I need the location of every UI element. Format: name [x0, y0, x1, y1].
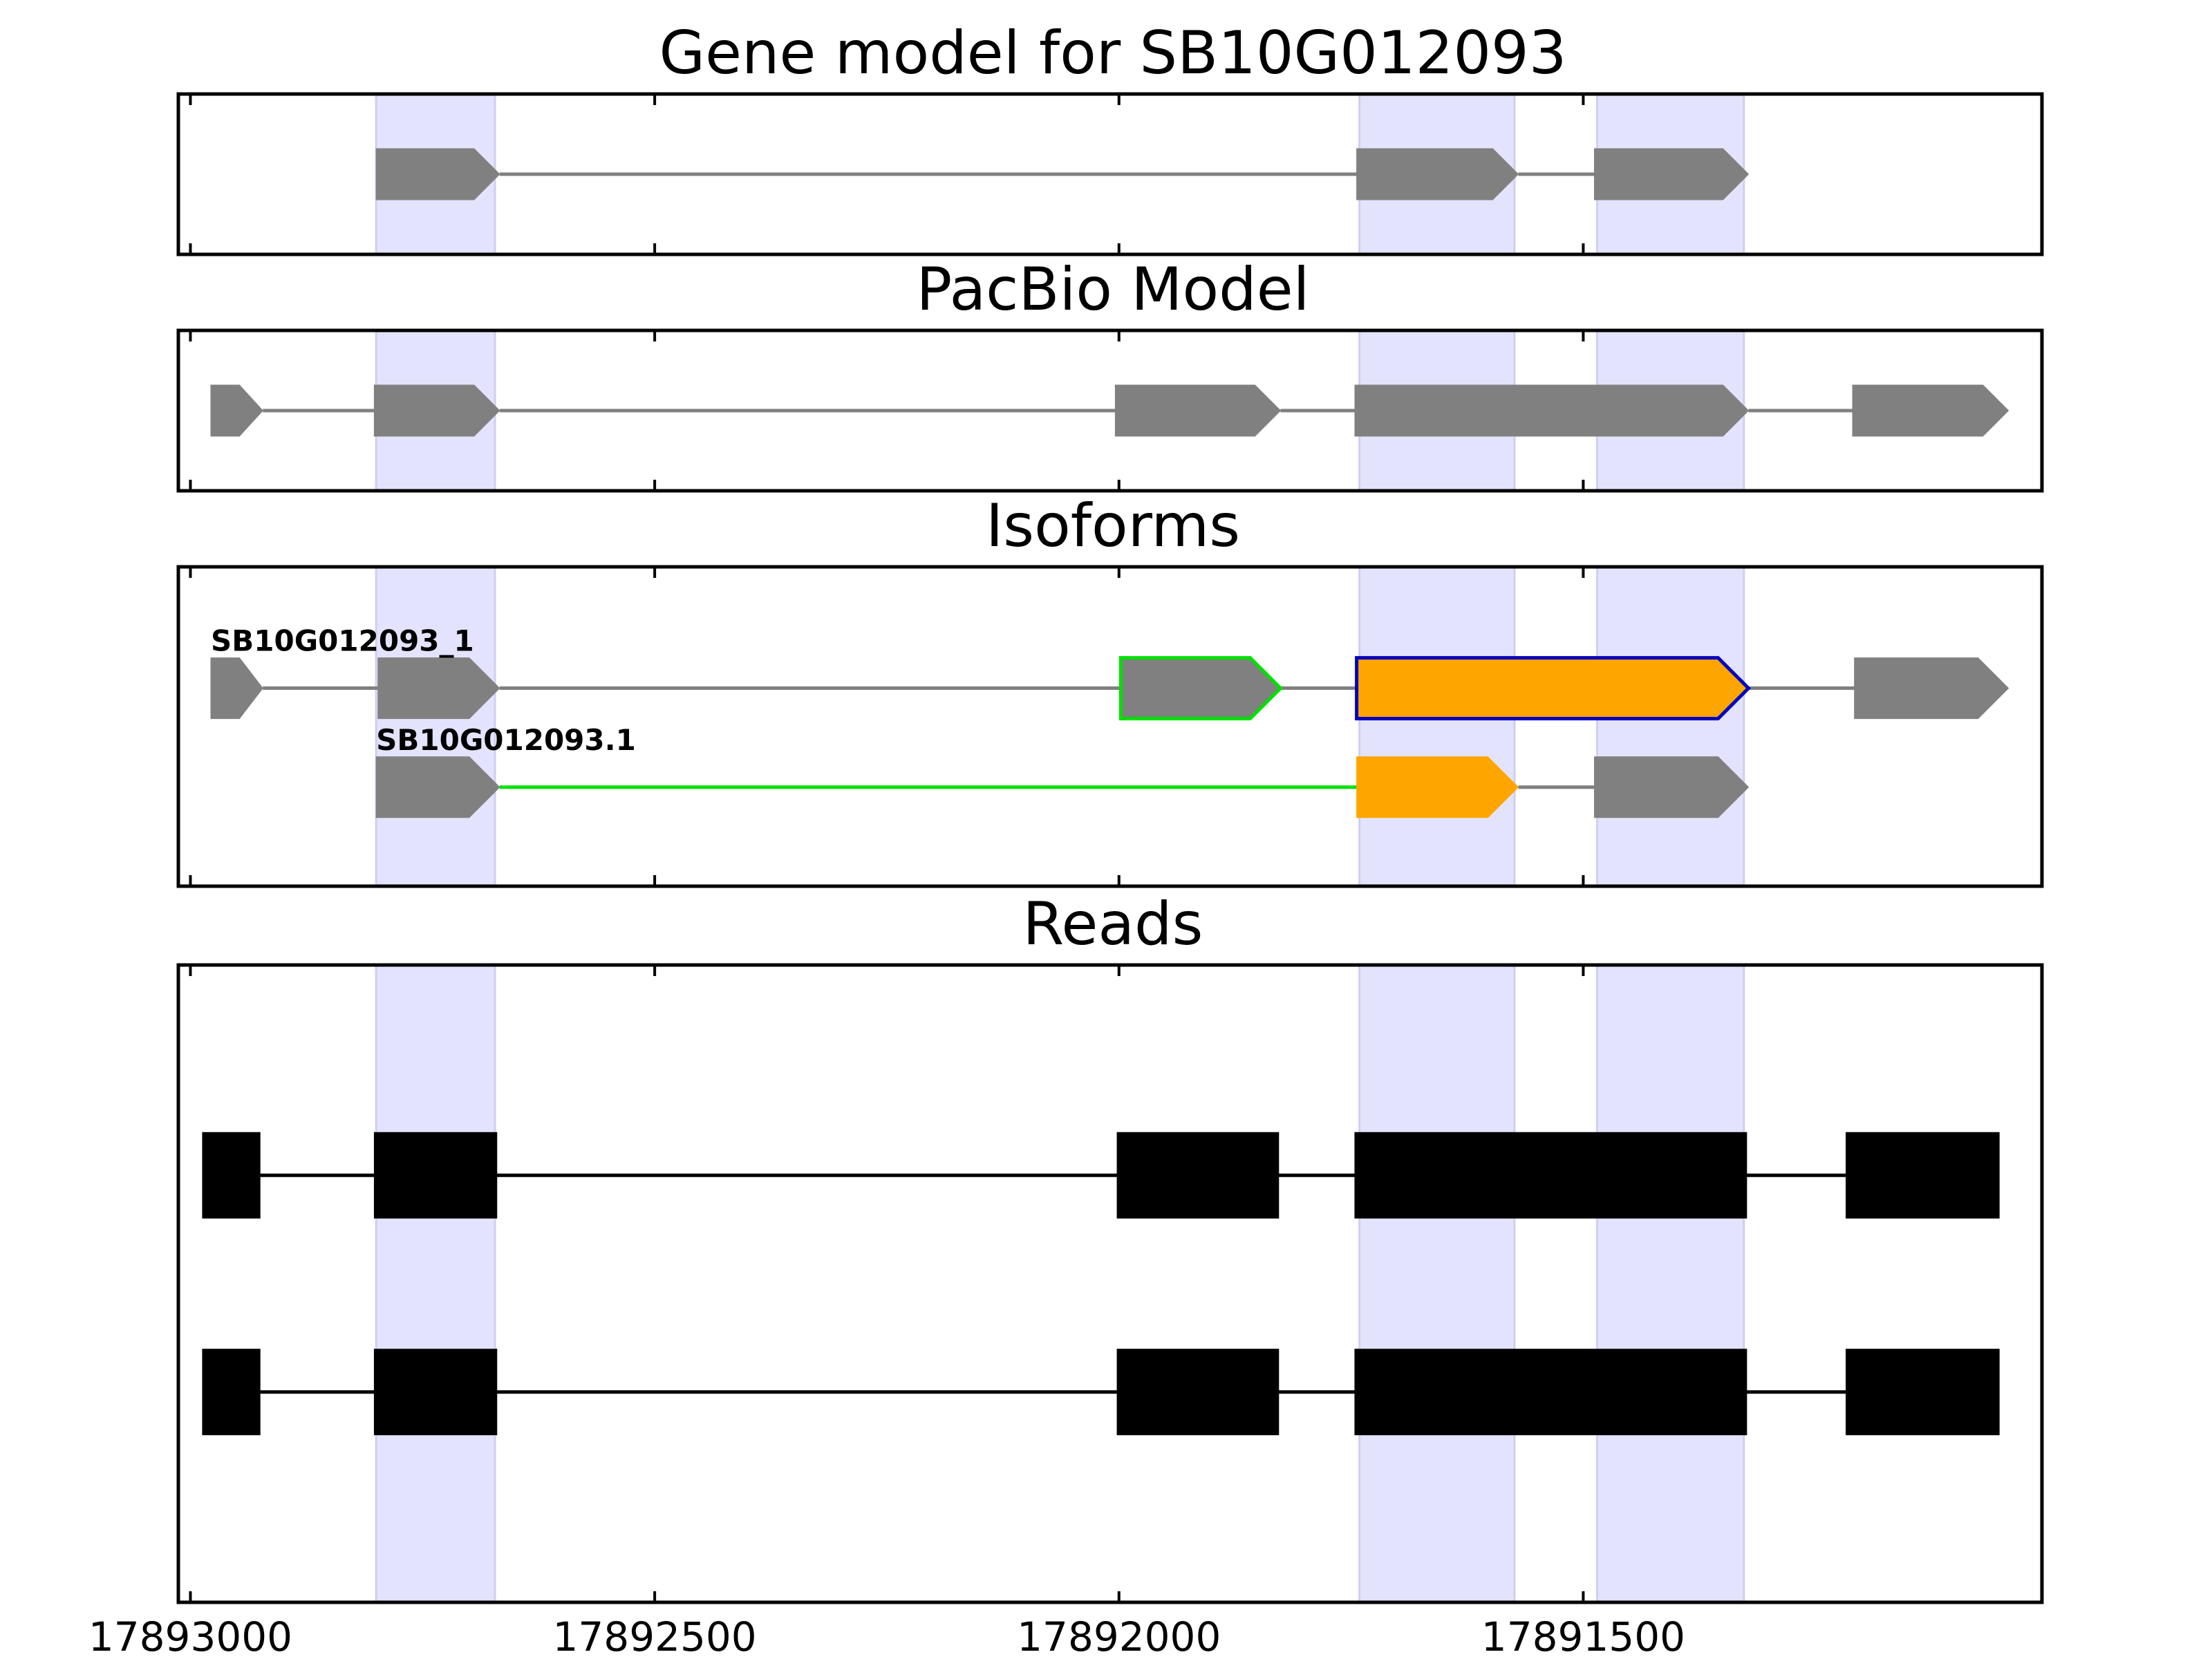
exon-arrow [1594, 756, 1750, 818]
read-block [1116, 1349, 1280, 1436]
isoforms-panel: Isoforms SB10G012093_1 SB10G012093.1 [176, 491, 2044, 888]
exon-arrow [210, 384, 263, 437]
isoform-label: SB10G012093_1 [211, 624, 474, 658]
isoform-label: SB10G012093.1 [376, 723, 636, 757]
panel-title-gene-model: Gene model for SB10G012093 [659, 19, 1567, 88]
exon-arrow [1852, 384, 2009, 437]
x-tick-label: 17892000 [1017, 1613, 1221, 1659]
read-block [373, 1132, 498, 1219]
exon-arrow [1118, 656, 1284, 721]
highlight-band [1596, 565, 1745, 888]
highlight-band [1596, 964, 1745, 1604]
exon-arrow [210, 657, 263, 720]
exon-arrow [377, 657, 500, 720]
read-block [1116, 1132, 1280, 1219]
pacbio-model-panel: PacBio Model [176, 255, 2044, 493]
highlight-band [1358, 964, 1516, 1604]
read-block [1846, 1349, 2000, 1436]
highlight-band [375, 964, 496, 1604]
panel-frame [176, 963, 2044, 1604]
panel-title-pacbio-model: PacBio Model [916, 255, 1309, 324]
panel-frame [176, 328, 2044, 493]
x-tick-label: 17891500 [1481, 1613, 1685, 1659]
exon-arrow [375, 148, 500, 200]
gene-model-panel: Gene model for SB10G012093 [176, 19, 2044, 256]
read-block [373, 1349, 498, 1436]
exon-arrow [1356, 756, 1519, 818]
exon-arrow [1594, 148, 1750, 200]
x-tick-label: 17893000 [88, 1613, 292, 1659]
read-block [202, 1349, 261, 1436]
x-axis: 17893000 17892500 17892000 17891500 [88, 1613, 1685, 1659]
exon-arrow [1355, 656, 1752, 721]
panel-frame [176, 92, 2044, 256]
pacbio-model-track [176, 328, 2044, 493]
panel-title-reads: Reads [1023, 890, 1203, 959]
exon-arrow [1356, 148, 1519, 200]
exon-arrow [1354, 384, 1750, 437]
read-block [1354, 1349, 1747, 1436]
exon-arrow [375, 756, 500, 818]
isoforms-track: SB10G012093_1 SB10G012093.1 [176, 565, 2044, 888]
exon-arrow [1854, 657, 2009, 720]
highlight-band [1358, 565, 1516, 888]
read-block [1846, 1132, 2000, 1219]
reads-panel: Reads [176, 890, 2044, 1604]
panel-title-isoforms: Isoforms [986, 491, 1240, 561]
read-block [202, 1132, 261, 1219]
reads-track [176, 963, 2044, 1604]
x-tick-label: 17892500 [553, 1613, 757, 1659]
highlight-band [375, 565, 496, 888]
exon-arrow [373, 384, 500, 437]
exon-arrow [1114, 384, 1282, 437]
panel-frame [176, 565, 2044, 888]
gene-model-track [176, 92, 2044, 256]
read-block [1354, 1132, 1747, 1219]
